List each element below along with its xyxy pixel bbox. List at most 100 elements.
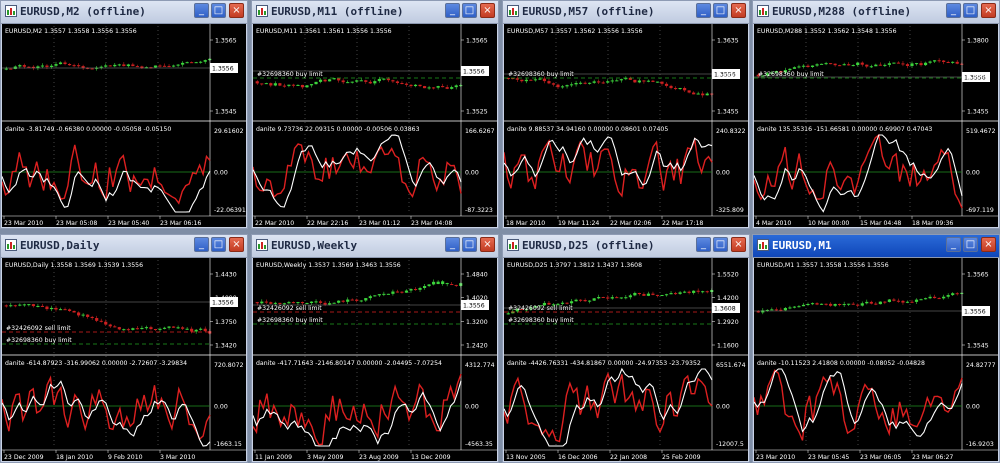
time-axis-label: 23 Mar 2010: [756, 454, 795, 461]
chart-window[interactable]: EURUSD,M288 (offline) _ □ × #32698360 buy li…: [752, 0, 1000, 229]
candle-body: [529, 307, 533, 310]
chart-window[interactable]: EURUSD,M1 _ □ × 1.3556 1.3565 1.3545 EURUSD,M1 …: [752, 234, 1000, 463]
price-tag: [210, 297, 238, 307]
candle-body: [779, 309, 783, 311]
candle-body: [291, 84, 296, 86]
maximize-button[interactable]: □: [963, 237, 978, 252]
minimize-button[interactable]: _: [696, 3, 711, 18]
candle-body: [533, 306, 537, 308]
maximize-button[interactable]: □: [462, 237, 477, 252]
maximize-button[interactable]: □: [211, 3, 226, 18]
time-axis-label: 13 Nov 2005: [506, 454, 546, 461]
minimize-button[interactable]: _: [696, 237, 711, 252]
candle-body: [404, 83, 409, 85]
candle-body: [556, 303, 560, 305]
time-axis-label: 23 Mar 2010: [4, 220, 43, 227]
time-axis-label: 18 Jan 2010: [56, 454, 93, 461]
time-axis-label: 23 Mar 06:05: [860, 454, 901, 461]
candle-body: [551, 83, 556, 85]
price-axis-tick: 1.3565: [466, 38, 488, 45]
chart-area[interactable]: #32426092 sell limit #32698360 buy limit 1…: [2, 258, 246, 461]
close-button[interactable]: ×: [731, 237, 746, 252]
maximize-button[interactable]: □: [462, 3, 477, 18]
candle-body: [422, 286, 427, 289]
candle-body: [946, 295, 950, 297]
maximize-button[interactable]: □: [963, 3, 978, 18]
window-titlebar[interactable]: EURUSD,M11 (offline) _ □ ×: [252, 1, 498, 24]
close-button[interactable]: ×: [229, 3, 244, 18]
candle-body: [441, 281, 445, 285]
minimize-button[interactable]: _: [946, 3, 961, 18]
time-axis-label: 23 Mar 05:45: [808, 454, 849, 461]
candle-body: [77, 312, 81, 316]
candle-body: [364, 298, 368, 301]
window-titlebar[interactable]: EURUSD,M288 (offline) _ □ ×: [753, 1, 999, 24]
candle-body: [104, 65, 108, 67]
minimize-button[interactable]: _: [946, 237, 961, 252]
maximize-button[interactable]: □: [211, 237, 226, 252]
candle-body: [660, 81, 664, 84]
chart-window[interactable]: EURUSD,Daily _ □ × #32426092 sell limit #3269…: [0, 234, 248, 463]
chart-area[interactable]: #32426092 sell limit #32698360 buy limit 1…: [504, 258, 748, 461]
order-label: #32698360 buy limit: [758, 71, 824, 78]
candle-body: [314, 301, 318, 303]
oscillator-panel: danite 135.35316 -151.66581 0.00000 0.69…: [754, 126, 996, 214]
chart-window[interactable]: EURUSD,M57 (offline) _ □ × #32698360 buy lim…: [502, 0, 750, 229]
minimize-button[interactable]: _: [445, 3, 460, 18]
candle-body: [797, 306, 801, 308]
oscillator-axis-tick: 4312.774: [465, 362, 495, 369]
close-button[interactable]: ×: [731, 3, 746, 18]
window-titlebar[interactable]: EURUSD,M57 (offline) _ □ ×: [503, 1, 749, 24]
oscillator-signal-line: [2, 167, 211, 213]
minimize-button[interactable]: _: [445, 237, 460, 252]
candle-body: [806, 303, 810, 305]
candle-body: [601, 82, 605, 84]
candle-body: [382, 293, 386, 295]
minimize-button[interactable]: _: [194, 237, 209, 252]
oscillator-signal-line: [754, 368, 963, 437]
maximize-button[interactable]: □: [713, 3, 728, 18]
window-titlebar[interactable]: EURUSD,M1 _ □ ×: [753, 235, 999, 258]
close-button[interactable]: ×: [480, 237, 495, 252]
chart-area[interactable]: #32698360 buy limit 1.3556 1.3800 1.3635 1.3…: [754, 24, 998, 227]
chart-window[interactable]: EURUSD,M11 (offline) _ □ × #32698360 buy lim…: [251, 0, 499, 229]
window-titlebar[interactable]: EURUSD,Weekly _ □ ×: [252, 235, 498, 258]
candle-body: [696, 290, 700, 292]
close-button[interactable]: ×: [981, 3, 996, 18]
candle-body: [833, 63, 837, 66]
chart-window[interactable]: EURUSD,D25 (offline) _ □ × #32426092 sell li…: [502, 234, 750, 463]
chart-window[interactable]: EURUSD,M2 (offline) _ □ × 1.3556 1.3565 1.3545…: [0, 0, 248, 229]
window-titlebar[interactable]: EURUSD,Daily _ □ ×: [1, 235, 247, 258]
maximize-button[interactable]: □: [713, 237, 728, 252]
chart-area[interactable]: #32698360 buy limit 1.3556 1.3635 1.3515 1.3…: [504, 24, 748, 227]
candle-body: [696, 93, 700, 95]
chart-area[interactable]: 1.3556 1.3565 1.3545 EURUSD,M1 1.3557 1.355…: [754, 258, 998, 461]
chart-area[interactable]: 1.3556 1.3565 1.3545 EURUSD,M2 1.3557 1.355…: [2, 24, 246, 227]
window-titlebar[interactable]: EURUSD,M2 (offline) _ □ ×: [1, 1, 247, 24]
candle-body: [937, 298, 941, 300]
candle-body: [22, 304, 26, 306]
time-axis-label: 9 Feb 2010: [108, 454, 143, 461]
close-button[interactable]: ×: [229, 237, 244, 252]
close-button[interactable]: ×: [480, 3, 495, 18]
chart-area[interactable]: #32426092 sell limit #32698360 buy limit 1…: [253, 258, 497, 461]
chart-area[interactable]: #32698360 buy limit 1.3556 1.3565 1.3525 EUR…: [253, 24, 497, 227]
minimize-button[interactable]: _: [194, 3, 209, 18]
time-axis-label: 3 May 2009: [307, 454, 343, 461]
oscillator-axis-tick: -1663.15: [214, 441, 242, 448]
chart-window[interactable]: EURUSD,Weekly _ □ × #32426092 sell limit #326…: [251, 234, 499, 463]
candle-body: [58, 62, 63, 65]
close-button[interactable]: ×: [981, 237, 996, 252]
oscillator-panel: danite 9.73736 22.09315 0.00000 -0.00506…: [253, 126, 495, 214]
order-label: #32698360 buy limit: [257, 71, 323, 78]
candle-body: [427, 284, 431, 287]
candle-body: [774, 309, 778, 311]
candle-body: [9, 68, 13, 70]
candle-body: [113, 326, 117, 328]
candle-body: [63, 309, 67, 311]
candle-body: [422, 86, 427, 89]
price-axis-tick: 1.5520: [717, 272, 739, 279]
candle-body: [910, 301, 914, 303]
price-axis-tick: 1.3565: [967, 272, 989, 279]
window-titlebar[interactable]: EURUSD,D25 (offline) _ □ ×: [503, 235, 749, 258]
